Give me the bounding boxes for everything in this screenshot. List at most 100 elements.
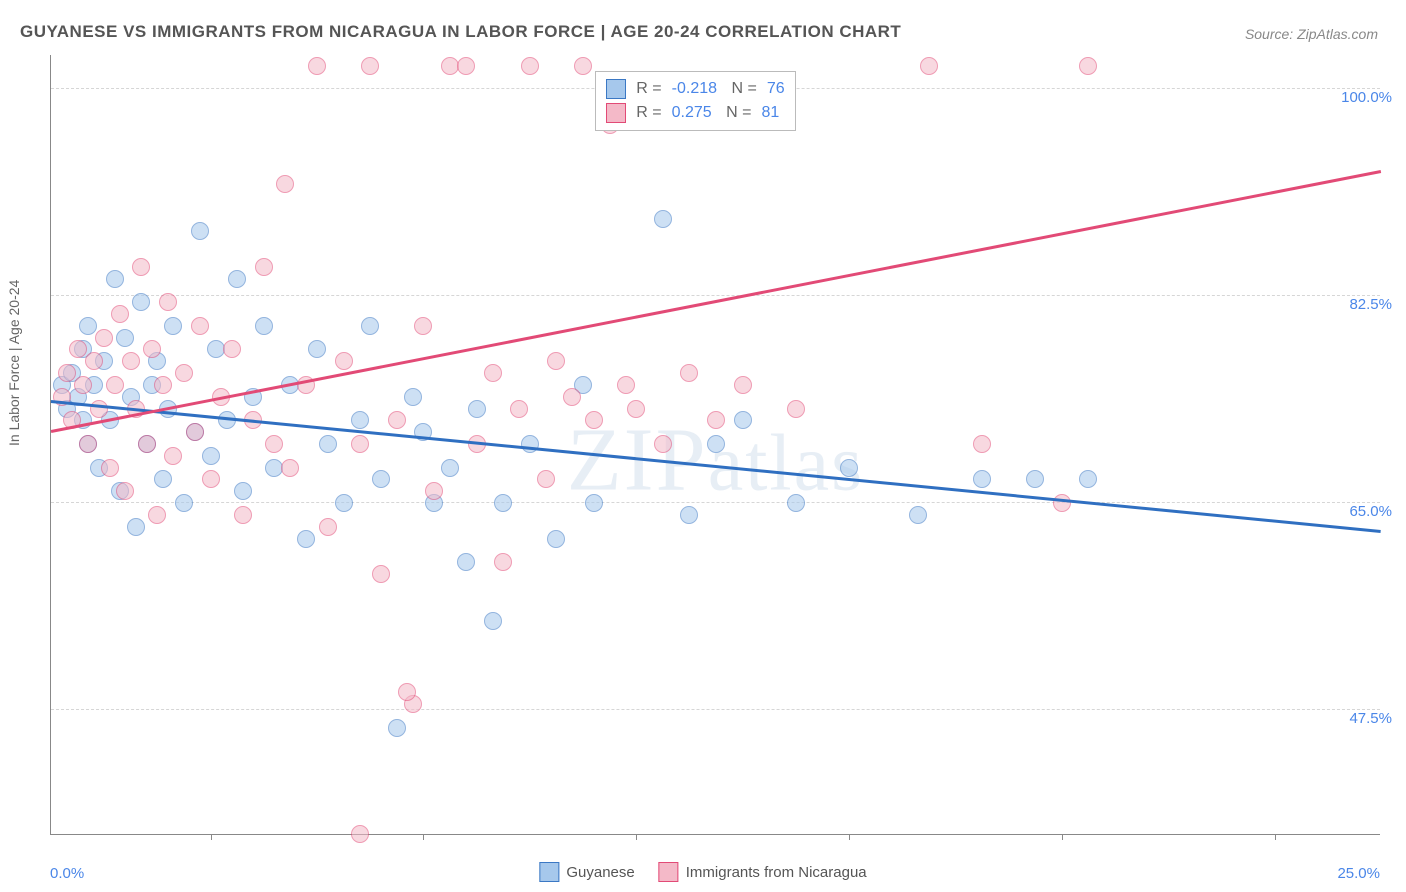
y-tick-label: 82.5% xyxy=(1349,296,1392,298)
data-point xyxy=(335,352,353,370)
data-point xyxy=(351,435,369,453)
legend-label: Guyanese xyxy=(566,864,634,881)
data-point xyxy=(74,376,92,394)
data-point xyxy=(202,470,220,488)
data-point xyxy=(372,470,390,488)
stat-r-label: R = xyxy=(636,104,661,122)
legend-swatch xyxy=(606,103,626,123)
data-point xyxy=(351,411,369,429)
data-point xyxy=(90,400,108,418)
data-point xyxy=(372,565,390,583)
x-tick xyxy=(423,834,424,840)
data-point xyxy=(175,494,193,512)
data-point xyxy=(707,411,725,429)
data-point xyxy=(484,364,502,382)
data-point xyxy=(1079,57,1097,75)
data-point xyxy=(79,317,97,335)
data-point xyxy=(106,376,124,394)
data-point xyxy=(537,470,555,488)
data-point xyxy=(127,518,145,536)
data-point xyxy=(164,317,182,335)
data-point xyxy=(680,506,698,524)
data-point xyxy=(574,57,592,75)
data-point xyxy=(308,57,326,75)
data-point xyxy=(143,340,161,358)
data-point xyxy=(319,435,337,453)
plot-area: ZIPatlas xyxy=(50,55,1380,835)
x-tick xyxy=(211,834,212,840)
stats-box: R = -0.218 N = 76 R = 0.275 N = 81 xyxy=(595,71,795,131)
data-point xyxy=(494,553,512,571)
data-point xyxy=(1026,470,1044,488)
data-point xyxy=(202,447,220,465)
data-point xyxy=(297,530,315,548)
stat-n-label: N = xyxy=(722,104,752,122)
stats-row: R =-0.218 N =76 xyxy=(606,77,784,101)
data-point xyxy=(319,518,337,536)
stat-r-label: R = xyxy=(636,80,661,98)
data-point xyxy=(132,258,150,276)
data-point xyxy=(414,317,432,335)
data-point xyxy=(351,825,369,843)
data-point xyxy=(265,435,283,453)
data-point xyxy=(111,305,129,323)
data-point xyxy=(228,270,246,288)
data-point xyxy=(191,222,209,240)
gridline xyxy=(51,709,1380,710)
data-point xyxy=(1053,494,1071,512)
data-point xyxy=(223,340,241,358)
data-point xyxy=(308,340,326,358)
legend-swatch xyxy=(606,79,626,99)
data-point xyxy=(585,494,603,512)
data-point xyxy=(148,506,166,524)
data-point xyxy=(281,459,299,477)
stat-n-value: 81 xyxy=(761,104,779,122)
legend-item: Immigrants from Nicaragua xyxy=(659,862,867,882)
stat-r-value: -0.218 xyxy=(672,80,717,98)
legend-label: Immigrants from Nicaragua xyxy=(686,864,867,881)
stat-n-value: 76 xyxy=(767,80,785,98)
data-point xyxy=(468,400,486,418)
data-point xyxy=(840,459,858,477)
legend-item: Guyanese xyxy=(539,862,634,882)
stat-r-value: 0.275 xyxy=(672,104,712,122)
data-point xyxy=(154,376,172,394)
data-point xyxy=(585,411,603,429)
data-point xyxy=(494,494,512,512)
data-point xyxy=(457,57,475,75)
x-tick xyxy=(849,834,850,840)
data-point xyxy=(255,317,273,335)
y-tick-label: 100.0% xyxy=(1341,89,1392,91)
data-point xyxy=(255,258,273,276)
data-point xyxy=(787,494,805,512)
x-tick xyxy=(1062,834,1063,840)
legend: Guyanese Immigrants from Nicaragua xyxy=(539,862,866,882)
data-point xyxy=(388,719,406,737)
data-point xyxy=(547,530,565,548)
data-point xyxy=(617,376,635,394)
data-point xyxy=(234,506,252,524)
data-point xyxy=(521,57,539,75)
y-tick-label: 65.0% xyxy=(1349,503,1392,505)
data-point xyxy=(707,435,725,453)
stats-row: R = 0.275 N = 81 xyxy=(606,101,784,125)
data-point xyxy=(85,352,103,370)
data-point xyxy=(132,293,150,311)
data-point xyxy=(361,57,379,75)
data-point xyxy=(787,400,805,418)
legend-swatch xyxy=(659,862,679,882)
data-point xyxy=(398,683,416,701)
data-point xyxy=(457,553,475,571)
y-axis-label: In Labor Force | Age 20-24 xyxy=(6,280,22,446)
data-point xyxy=(547,352,565,370)
data-point xyxy=(510,400,528,418)
data-point xyxy=(122,352,140,370)
data-point xyxy=(175,364,193,382)
data-point xyxy=(920,57,938,75)
data-point xyxy=(154,470,172,488)
data-point xyxy=(69,340,87,358)
data-point xyxy=(101,459,119,477)
data-point xyxy=(95,329,113,347)
data-point xyxy=(159,293,177,311)
gridline xyxy=(51,295,1380,296)
